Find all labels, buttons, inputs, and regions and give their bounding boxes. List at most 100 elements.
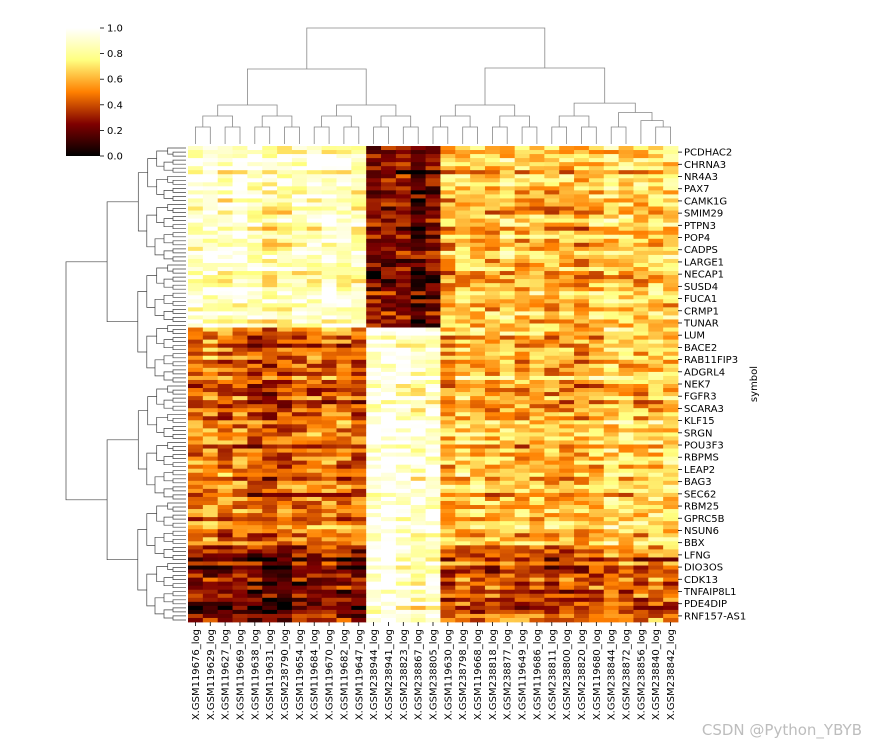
heatmap-cell — [232, 218, 248, 224]
heatmap-cell — [351, 480, 367, 486]
y-axis-label: symbol — [749, 366, 760, 402]
heatmap-cell — [277, 404, 293, 409]
heatmap-cell — [351, 359, 367, 365]
heatmap-cell — [425, 271, 441, 276]
heatmap-cell — [395, 319, 412, 324]
heatmap-cell — [663, 311, 679, 316]
heatmap-cell — [232, 541, 248, 546]
heatmap-cell — [366, 267, 382, 272]
heatmap-cell — [425, 408, 441, 413]
heatmap-cell — [232, 565, 248, 570]
heatmap-cell — [529, 182, 545, 187]
row-tick-label: POP4 — [684, 233, 710, 244]
heatmap-cell — [588, 154, 605, 159]
heatmap-cell — [425, 456, 441, 462]
heatmap-cell — [351, 146, 367, 151]
heatmap-cell — [440, 448, 456, 453]
row-dendrogram-link — [172, 446, 186, 451]
heatmap-cell — [202, 230, 219, 236]
heatmap-cell — [262, 569, 278, 574]
heatmap-cell — [410, 359, 426, 365]
heatmap-cell — [425, 222, 441, 228]
column-dendrogram-link — [402, 126, 419, 144]
heatmap-cell — [277, 307, 293, 312]
heatmap-cell — [366, 250, 382, 256]
heatmap-cell — [410, 496, 426, 502]
heatmap-cell — [574, 234, 590, 240]
heatmap-cell — [618, 202, 634, 207]
heatmap-cell — [381, 484, 397, 490]
row-tick-label: CHRNA3 — [684, 160, 726, 171]
heatmap-cell — [351, 408, 367, 413]
heatmap-cell — [544, 347, 560, 353]
heatmap-cell — [574, 565, 590, 570]
heatmap-cell — [588, 452, 605, 458]
heatmap-cell — [663, 335, 679, 341]
heatmap-cell — [618, 613, 634, 619]
heatmap-cell — [217, 287, 233, 292]
heatmap-cell — [633, 331, 649, 336]
heatmap-cell — [588, 464, 605, 470]
heatmap-cell — [529, 521, 545, 526]
heatmap-cell — [470, 283, 486, 288]
heatmap-cell — [529, 452, 545, 458]
heatmap-cell — [455, 513, 471, 518]
heatmap-cell — [499, 359, 516, 365]
heatmap-cell — [470, 343, 486, 349]
heatmap-cell — [188, 303, 204, 308]
heatmap-cell — [247, 210, 263, 215]
heatmap-cell — [321, 408, 337, 413]
heatmap-cell — [499, 379, 516, 385]
row-dendrogram-link — [163, 456, 173, 466]
heatmap-cell — [484, 218, 501, 224]
heatmap-cell — [277, 258, 293, 264]
heatmap-cell — [262, 500, 278, 506]
row-dendrogram-link — [172, 329, 186, 334]
heatmap-cell — [291, 287, 308, 292]
heatmap-cell — [321, 299, 337, 304]
heatmap-cell — [499, 545, 516, 550]
heatmap-cell — [455, 400, 471, 405]
heatmap-cell — [440, 214, 456, 220]
heatmap-cell — [262, 529, 278, 534]
heatmap-cell — [425, 464, 441, 470]
heatmap-cell — [425, 170, 441, 175]
heatmap-cell — [574, 206, 590, 211]
heatmap-cell — [336, 150, 352, 155]
heatmap-cell — [618, 319, 634, 324]
heatmap-cell — [455, 343, 471, 349]
heatmap-cell — [188, 182, 204, 187]
heatmap-cell — [262, 476, 278, 482]
row-dendrogram-link — [167, 385, 186, 393]
heatmap-cell — [395, 327, 412, 332]
heatmap-cell — [425, 553, 441, 558]
heatmap-cell — [588, 396, 605, 401]
row-tick-label: CADPS — [684, 245, 718, 256]
heatmap-cell — [410, 468, 426, 474]
heatmap-cell — [470, 234, 486, 240]
heatmap-cell — [262, 601, 278, 607]
heatmap-cell — [395, 150, 412, 155]
heatmap-cell — [425, 416, 441, 421]
heatmap-cell — [574, 146, 590, 151]
heatmap-cell — [291, 174, 308, 179]
heatmap-cell — [529, 162, 545, 167]
heatmap-cell — [574, 258, 590, 264]
heatmap-cell — [381, 279, 397, 284]
heatmap-cell — [425, 444, 441, 449]
heatmap-cell — [633, 186, 649, 191]
row-dendrogram-link — [163, 428, 173, 437]
heatmap-cell — [247, 331, 263, 336]
heatmap-cell — [574, 424, 590, 429]
heatmap-cell — [247, 396, 263, 401]
heatmap-cell — [351, 388, 367, 393]
heatmap-cell — [351, 246, 367, 252]
heatmap-cell — [202, 355, 219, 361]
heatmap-cell — [559, 190, 575, 195]
heatmap-cell — [395, 472, 412, 478]
heatmap-cell — [277, 561, 293, 566]
heatmap-cell — [306, 230, 323, 236]
heatmap-cell — [321, 190, 337, 195]
heatmap-cell — [663, 617, 679, 623]
heatmap-cell — [291, 367, 308, 373]
